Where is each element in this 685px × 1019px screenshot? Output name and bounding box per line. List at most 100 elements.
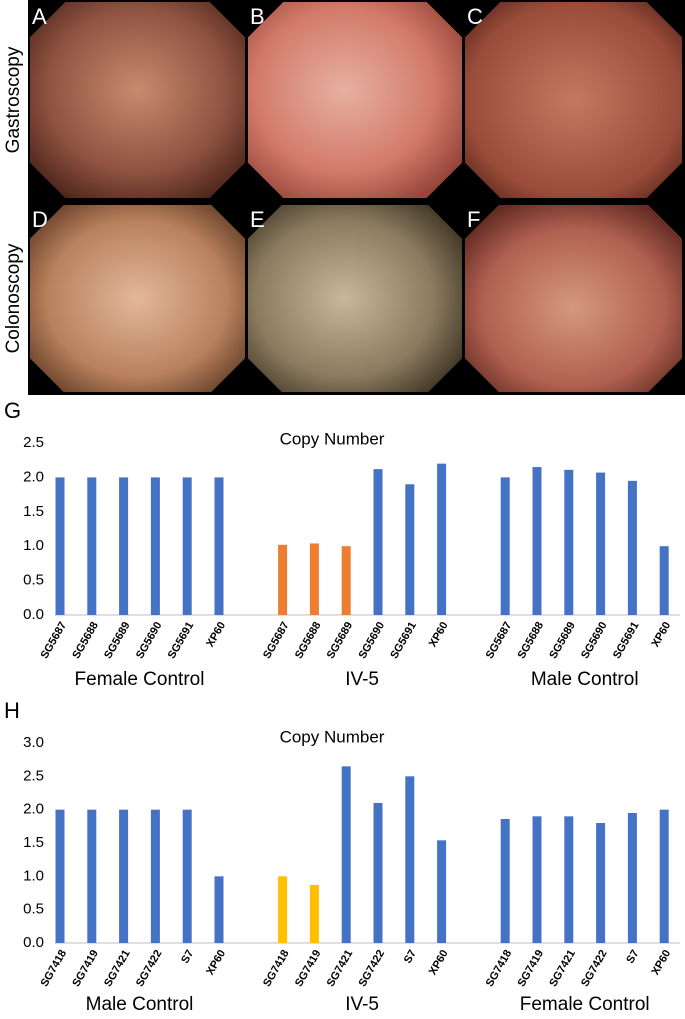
x-tick-label: SG5689	[102, 620, 133, 661]
y-tick-label: 1.0	[23, 537, 44, 554]
x-tick-label: SG5687	[261, 620, 292, 661]
bar	[564, 816, 574, 943]
x-tick-label: S7	[179, 948, 196, 966]
panel-label: F	[467, 207, 480, 232]
bar	[341, 546, 351, 615]
bar	[182, 477, 192, 615]
panel-label: H	[4, 698, 20, 723]
chart-title: Copy Number	[280, 727, 385, 746]
x-tick-label: SG7419	[70, 948, 101, 989]
group-label: Female Control	[520, 994, 650, 1015]
panel-label: G	[4, 398, 21, 423]
bar	[119, 809, 129, 943]
x-tick-label: SG7422	[134, 948, 165, 989]
x-tick-label: SG5687	[484, 620, 515, 661]
x-tick-label: SG7418	[261, 948, 292, 989]
x-tick-label: SG7419	[293, 948, 324, 989]
bar	[532, 816, 542, 943]
y-tick-label: 0.0	[23, 934, 44, 951]
y-tick-label: 0.0	[23, 606, 44, 623]
bar	[278, 876, 288, 943]
x-tick-label: XP60	[204, 620, 228, 649]
bar	[309, 885, 319, 943]
group-label: Female Control	[75, 669, 205, 690]
bar	[87, 809, 97, 943]
bar	[182, 809, 192, 943]
bar	[405, 776, 415, 943]
x-tick-label: SG5687	[39, 620, 70, 661]
group-label: IV-5	[345, 994, 379, 1015]
bar	[564, 469, 574, 615]
bar	[373, 469, 383, 615]
x-tick-label: XP60	[427, 948, 451, 977]
x-tick-label: XP60	[649, 620, 673, 649]
bar	[627, 480, 637, 615]
bar	[500, 819, 510, 943]
bar	[532, 467, 542, 615]
x-tick-label: SG7418	[39, 948, 70, 989]
x-tick-label: SG5691	[166, 620, 197, 661]
bar	[627, 813, 637, 943]
row-label: Gastroscopy	[3, 46, 24, 153]
y-tick-label: 3.0	[23, 734, 44, 751]
x-tick-label: SG7419	[516, 948, 547, 989]
group-label: Male Control	[86, 994, 194, 1015]
group-label: Male Control	[531, 669, 639, 690]
bar	[596, 472, 606, 615]
x-tick-label: SG7421	[102, 948, 133, 989]
x-tick-label: SG5688	[293, 620, 324, 661]
panel-label: D	[32, 207, 48, 232]
x-tick-label: SG5689	[325, 620, 356, 661]
y-tick-label: 2.0	[23, 801, 44, 818]
panel-label: E	[250, 207, 265, 232]
x-tick-label: XP60	[204, 948, 228, 977]
bar	[437, 463, 447, 615]
endoscopy-image	[30, 205, 245, 392]
bar	[55, 809, 65, 943]
bar	[150, 809, 160, 943]
y-tick-label: 1.5	[23, 834, 44, 851]
bar	[214, 477, 224, 615]
endoscopy-image	[30, 2, 245, 198]
bar	[119, 477, 129, 615]
x-tick-label: S7	[624, 948, 641, 966]
x-tick-label: XP60	[649, 948, 673, 977]
row-label: Colonoscopy	[3, 243, 24, 353]
bar	[437, 840, 447, 943]
x-tick-label: SG5690	[357, 620, 388, 661]
panel-label: C	[467, 4, 483, 29]
bar	[341, 766, 351, 943]
y-tick-label: 2.5	[23, 434, 44, 451]
panel-label: B	[250, 4, 265, 29]
x-tick-label: SG5688	[516, 620, 547, 661]
x-tick-label: SG5690	[579, 620, 610, 661]
bar	[500, 477, 510, 615]
x-tick-label: SG7418	[484, 948, 515, 989]
y-tick-label: 0.5	[23, 901, 44, 918]
endoscopy-image	[248, 2, 462, 198]
y-tick-label: 0.5	[23, 572, 44, 589]
x-tick-label: SG5689	[547, 620, 578, 661]
bar	[659, 809, 669, 943]
chart-title: Copy Number	[280, 429, 385, 448]
bar	[87, 477, 97, 615]
x-tick-label: XP60	[427, 620, 451, 649]
bar	[596, 823, 606, 943]
bar	[214, 876, 224, 943]
group-label: IV-5	[345, 669, 379, 690]
bar	[309, 543, 319, 615]
x-tick-label: SG7421	[547, 948, 578, 989]
x-tick-label: SG5691	[388, 620, 419, 661]
x-tick-label: SG7421	[325, 948, 356, 989]
x-tick-label: SG5691	[611, 620, 642, 661]
photo-panels: Gastroscopy Colonoscopy A B C D E F	[3, 0, 685, 395]
endoscopy-image	[465, 205, 682, 392]
x-tick-label: SG5688	[70, 620, 101, 661]
y-tick-label: 1.5	[23, 503, 44, 520]
bar	[659, 546, 669, 615]
x-tick-label: SG7422	[579, 948, 610, 989]
bar	[278, 544, 288, 615]
bar	[373, 803, 383, 943]
x-tick-label: SG7422	[357, 948, 388, 989]
